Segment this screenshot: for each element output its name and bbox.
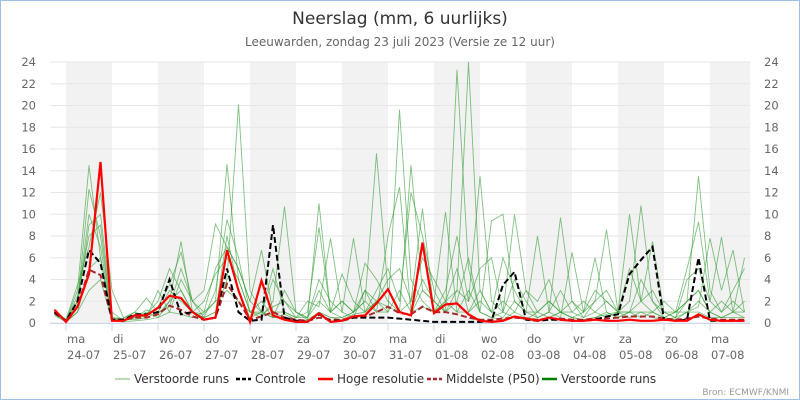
y-tick-label-right: 16	[764, 142, 779, 156]
x-tick-date: 28-07	[251, 348, 284, 362]
legend-item-label: Verstoorde runs	[561, 372, 656, 386]
y-tick-label-right: 20	[764, 99, 779, 113]
x-tick-day: zo	[343, 332, 356, 346]
y-tick-label-right: 8	[764, 229, 771, 243]
y-tick-label-right: 6	[764, 251, 771, 265]
chart-title: Neerslag (mm, 6 uurlijks)	[292, 9, 508, 29]
y-tick-label-left: 18	[21, 120, 36, 134]
y-tick-label-right: 0	[764, 316, 771, 330]
x-tick-day: wo	[159, 332, 175, 346]
y-tick-label-right: 22	[764, 77, 779, 91]
median-p50-line	[53, 268, 745, 323]
source-label: Bron: ECMWF/KNMI	[702, 388, 789, 398]
x-tick-date: 02-08	[481, 348, 514, 362]
x-tick-date: 01-08	[435, 348, 468, 362]
y-tick-label-left: 14	[21, 164, 36, 178]
high-resolution-line	[53, 161, 745, 326]
y-tick-label-left: 20	[21, 99, 36, 113]
y-tick-label-left: 10	[21, 207, 36, 221]
x-tick-date: 07-08	[711, 348, 744, 362]
x-tick-date: 29-07	[297, 348, 330, 362]
x-tick-day: za	[297, 332, 310, 346]
y-tick-label-left: 12	[21, 186, 36, 200]
x-tick-date: 25-07	[113, 348, 146, 362]
x-tick-day: vr	[251, 332, 263, 346]
x-tick-day: ma	[67, 332, 85, 346]
y-tick-label-right: 14	[764, 164, 779, 178]
x-tick-date: 31-07	[389, 348, 422, 362]
x-tick-date: 03-08	[527, 348, 560, 362]
y-tick-label-right: 18	[764, 120, 779, 134]
legend: Verstoorde runs Controle Hoge resolutie Mid…	[115, 372, 656, 386]
legend-item-label: Middelste (P50)	[446, 372, 540, 386]
x-tick-day: ma	[389, 332, 407, 346]
x-tick-day: wo	[481, 332, 497, 346]
y-tick-label-left: 0	[29, 316, 36, 330]
x-tick-date: 30-07	[343, 348, 376, 362]
y-tick-label-right: 4	[764, 273, 771, 287]
x-tick-date: 26-07	[159, 348, 192, 362]
legend-item-label: Controle	[255, 372, 306, 386]
ensemble-run-line	[54, 278, 745, 323]
y-tick-label-right: 10	[764, 207, 779, 221]
x-tick-day: vr	[573, 332, 585, 346]
x-tick-day: di	[113, 332, 124, 346]
x-tick-day: zo	[665, 332, 678, 346]
ensemble-run-line	[54, 192, 745, 322]
x-tick-day: di	[435, 332, 446, 346]
x-tick-date: 24-07	[67, 348, 100, 362]
x-tick-day: za	[619, 332, 632, 346]
x-tick-date: 05-08	[619, 348, 652, 362]
x-tick-day: do	[527, 332, 541, 346]
y-tick-label-right: 2	[764, 294, 771, 308]
y-tick-label-left: 2	[29, 294, 36, 308]
legend-item-label: Verstoorde runs	[134, 372, 229, 386]
chart-subtitle: Leeuwarden, zondag 23 juli 2023 (Versie …	[245, 35, 555, 49]
y-tick-label-left: 22	[21, 77, 36, 91]
y-tick-label-left: 24	[21, 55, 36, 69]
x-tick-date: 27-07	[205, 348, 238, 362]
y-tick-label-left: 6	[29, 251, 36, 265]
control-line	[53, 224, 745, 323]
y-tick-label-left: 8	[29, 229, 36, 243]
x-tick-day: ma	[711, 332, 729, 346]
y-tick-label-right: 24	[764, 55, 779, 69]
x-tick-day: do	[205, 332, 219, 346]
x-tick-date: 04-08	[573, 348, 606, 362]
legend-item-label: Hoge resolutie	[337, 372, 424, 386]
y-tick-label-left: 16	[21, 142, 36, 156]
y-tick-label-right: 12	[764, 186, 779, 200]
x-tick-date: 06-08	[665, 348, 698, 362]
y-tick-label-left: 4	[29, 273, 36, 287]
ensemble-run-line	[54, 222, 745, 322]
